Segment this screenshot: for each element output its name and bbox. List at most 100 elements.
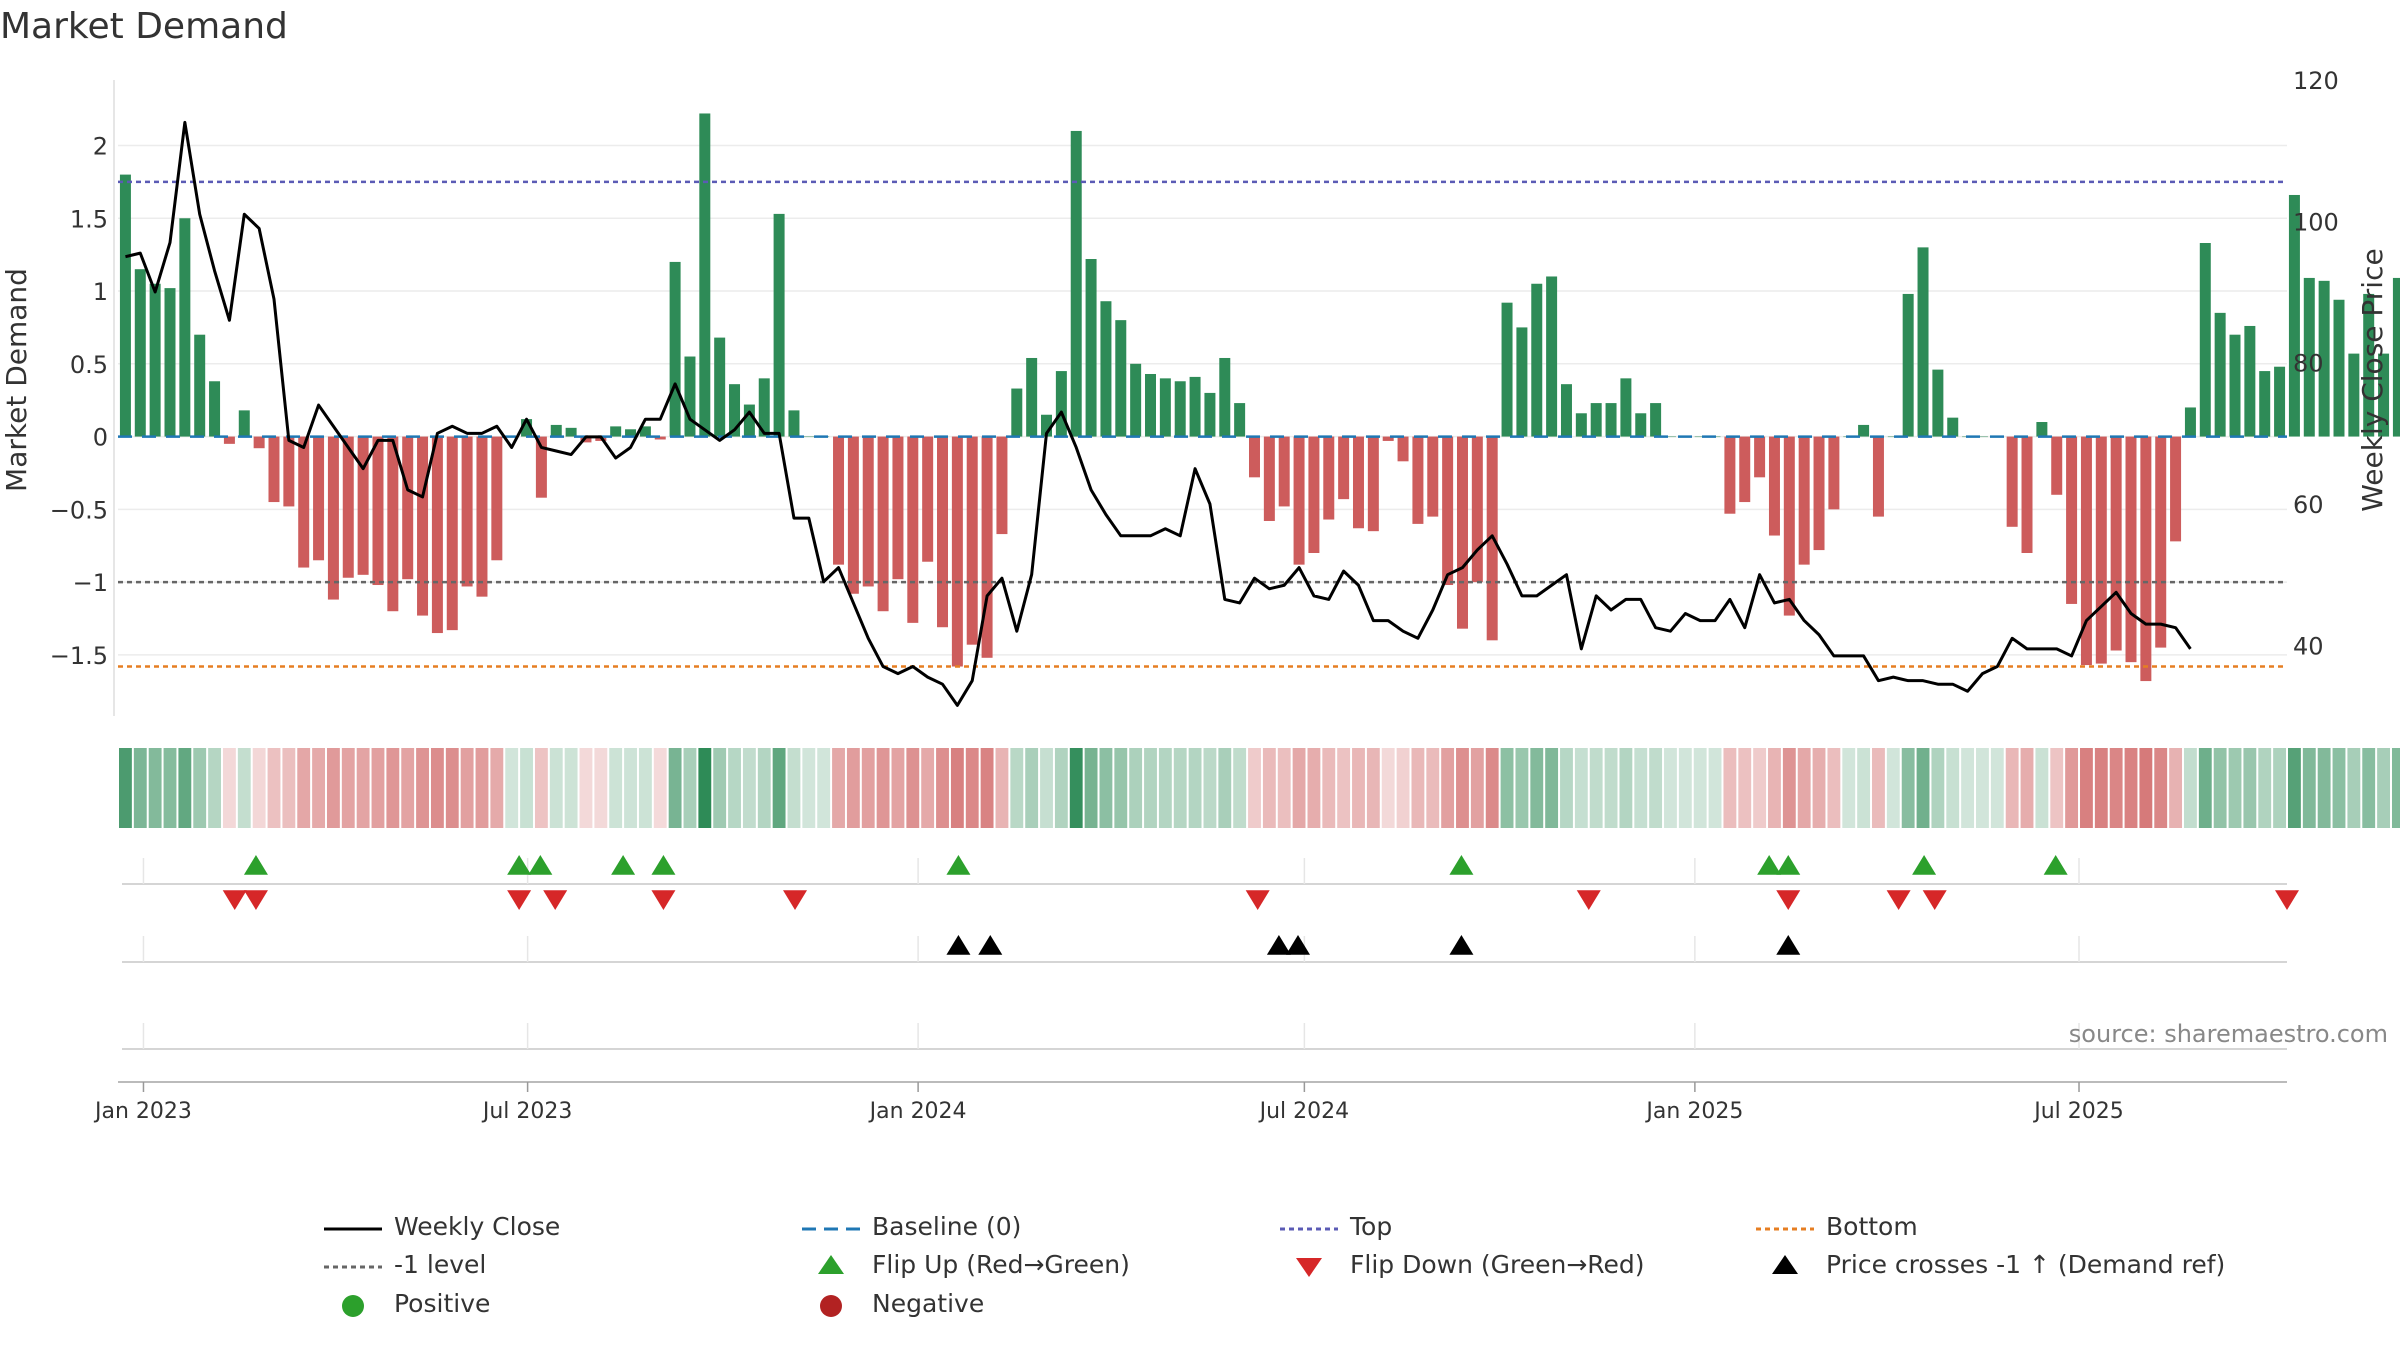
negative-demand-bar [1263, 436, 1275, 521]
negative-demand-bar [1724, 436, 1736, 514]
y-tick-label: 1 [93, 278, 108, 306]
negative-demand-bar [446, 436, 458, 631]
positive-demand-bar [803, 436, 815, 438]
heat-cell [1262, 748, 1276, 828]
negative-demand-bar [951, 436, 963, 667]
positive-demand-bar [1234, 403, 1246, 437]
positive-demand-bar [194, 334, 206, 437]
legend-level-icon [324, 1265, 382, 1269]
heat-cell [861, 748, 875, 828]
heat-cell [891, 748, 905, 828]
reference-lines [118, 180, 2287, 668]
negative-demand-bar [1813, 436, 1825, 551]
heat-cell [2065, 748, 2079, 828]
positive-demand-bar [639, 426, 651, 437]
heat-cell [2198, 748, 2212, 828]
x-tick-label: Jul 2024 [1258, 1099, 1350, 1124]
heat-cell [148, 748, 162, 828]
positive-demand-bar [1590, 403, 1602, 437]
legend-flip-up: Flip Up (Red→Green) [872, 1250, 1130, 1279]
legend-cross: Price crosses -1 ↑ (Demand ref) [1826, 1250, 2226, 1279]
heat-cell [222, 748, 236, 828]
heat-cell [1129, 748, 1143, 828]
positive-demand-bar [1041, 414, 1052, 437]
heat-cell [1218, 748, 1232, 828]
heat-cell [594, 748, 608, 828]
positive-demand-bar [684, 356, 696, 437]
flip-up-marker [651, 855, 676, 875]
heat-cell [1054, 748, 1068, 828]
heat-cell [1307, 748, 1321, 828]
heat-cell [460, 748, 474, 828]
heat-cell [520, 748, 533, 828]
heat-cell [193, 748, 207, 828]
heat-cell [312, 748, 325, 828]
heat-cell [2124, 748, 2138, 828]
positive-demand-bar [1650, 403, 1662, 437]
flip-up-marker [243, 855, 268, 875]
positive-demand-bar [149, 283, 161, 437]
heat-cell [638, 748, 652, 828]
heat-cell [1144, 748, 1157, 828]
heat-cell [2005, 748, 2019, 828]
chart-title: Market Demand [0, 6, 288, 47]
positive-demand-bar [1858, 424, 1870, 437]
flip-down-marker [1776, 890, 1801, 910]
heat-cell [208, 748, 221, 828]
positive-demand-bar [2363, 293, 2375, 437]
heat-cell [1248, 748, 1261, 828]
heat-cell [416, 748, 429, 828]
heat-cell [1708, 748, 1722, 828]
positive-demand-bar [1100, 301, 1112, 437]
positive-demand-bar [1026, 357, 1038, 437]
negative-demand-bar [2095, 436, 2107, 664]
heat-cell [1916, 748, 1930, 828]
heat-cell [1173, 748, 1187, 828]
negative-demand-bar [1278, 436, 1290, 507]
heat-cell [2362, 748, 2376, 828]
flip-up-marker [1449, 855, 1474, 875]
positive-demand-bar [1516, 327, 1528, 437]
cross-marker [978, 935, 1003, 955]
heat-cell [252, 748, 266, 828]
negative-demand-bar [1412, 436, 1424, 524]
heat-cell [1693, 748, 1707, 828]
heat-cell [787, 748, 801, 828]
positive-demand-bar [773, 213, 785, 437]
heat-cell [356, 748, 370, 828]
negative-demand-bar [833, 436, 845, 565]
positive-demand-bar [625, 429, 637, 437]
heat-cell [2391, 748, 2400, 828]
negative-demand-bar [1397, 436, 1409, 462]
heat-cell [341, 748, 355, 828]
heat-cell [1723, 748, 1737, 828]
heat-cell [1025, 748, 1039, 828]
y2-tick-label: 120 [2293, 67, 2339, 95]
heat-cell [2035, 748, 2049, 828]
negative-demand-bar [654, 436, 666, 440]
heat-cell [430, 748, 444, 828]
negative-demand-bar [1754, 436, 1766, 478]
heat-cell [282, 748, 296, 828]
heat-cell [1099, 748, 1113, 828]
heat-cell [1515, 748, 1529, 828]
heat-cell [401, 748, 415, 828]
negative-demand-bar [2155, 436, 2167, 648]
heat-cell [2243, 748, 2257, 828]
negative-demand-bar [1798, 436, 1810, 565]
negative-demand-bar [283, 436, 295, 507]
y-tick-label: 0.5 [70, 351, 108, 379]
y2-tick-label: 100 [2293, 208, 2339, 236]
positive-demand-bar [179, 218, 191, 437]
heat-cell [386, 748, 400, 828]
positive-demand-bar [758, 378, 770, 437]
heat-cell [906, 748, 920, 828]
legend-top-icon [1280, 1227, 1338, 1231]
positive-demand-bar [1694, 436, 1706, 438]
positive-demand-bar [1130, 363, 1142, 437]
negative-demand-bar [996, 436, 1008, 535]
heat-cell [1040, 748, 1053, 828]
flip-down-marker [507, 890, 532, 910]
heat-cell [1649, 748, 1663, 828]
y2-tick-label: 80 [2293, 350, 2324, 378]
